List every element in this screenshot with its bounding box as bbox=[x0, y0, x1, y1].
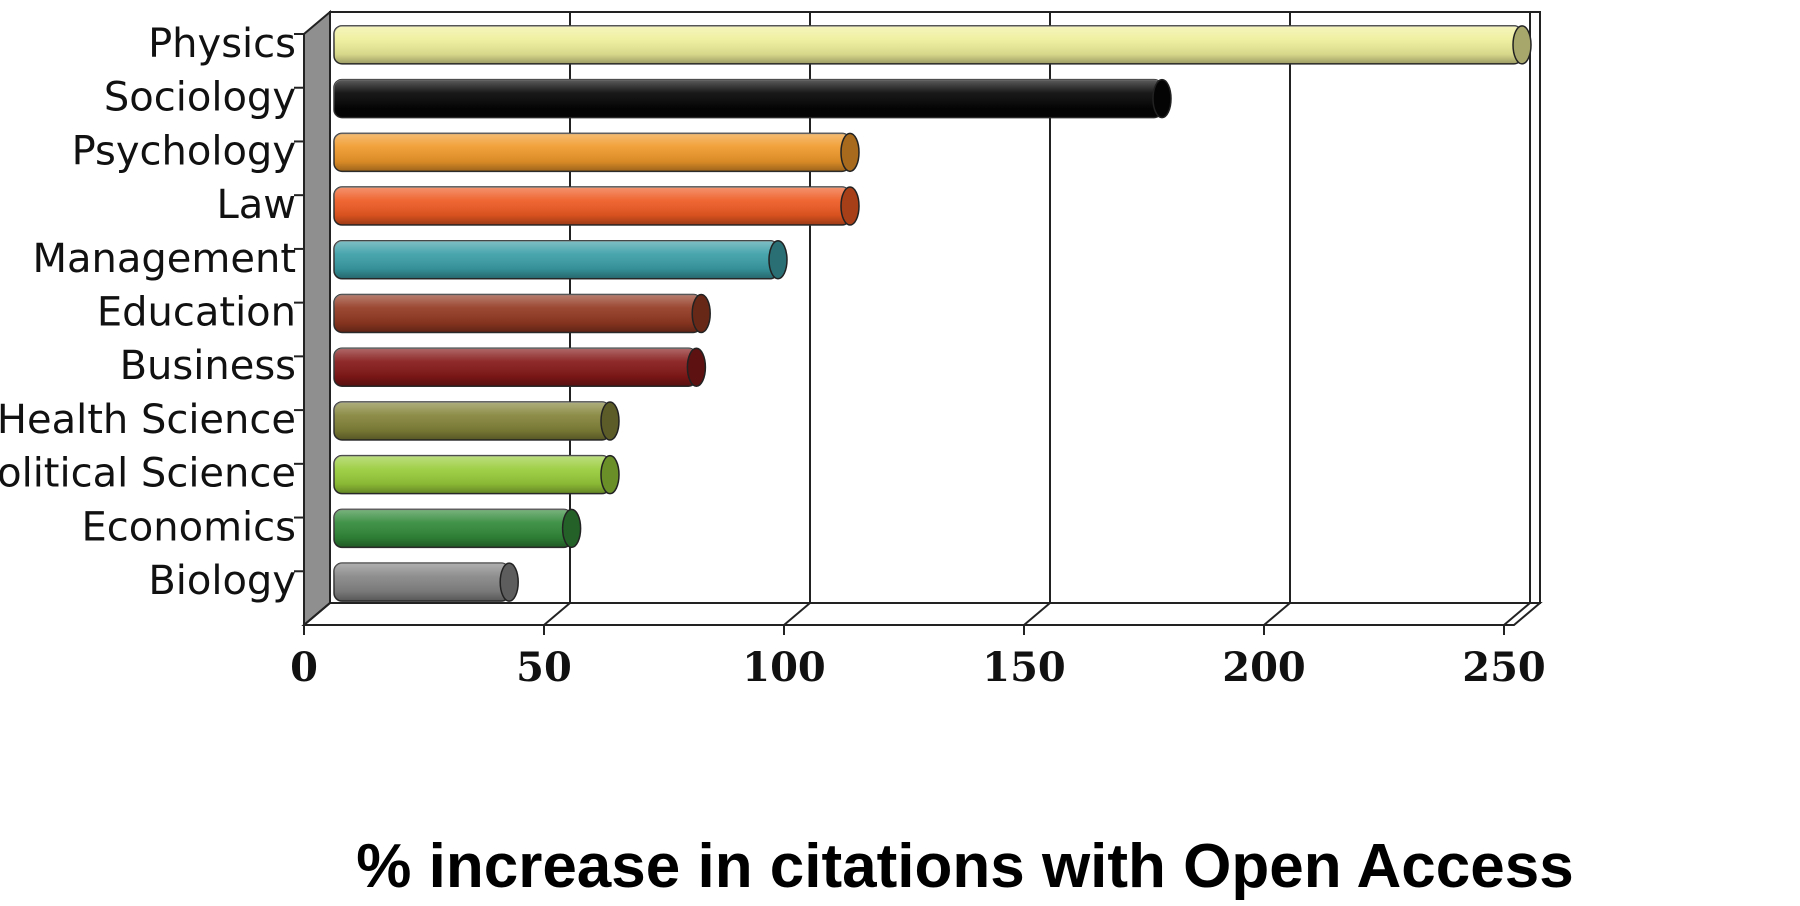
left-wall bbox=[303, 9, 331, 628]
bar-health-science bbox=[333, 401, 620, 441]
x-tick-label: 250 bbox=[1462, 644, 1546, 691]
bar-shading bbox=[334, 563, 510, 602]
bar-economics bbox=[333, 508, 582, 549]
gridline-floor bbox=[1503, 602, 1531, 626]
bar-psychology bbox=[333, 132, 860, 173]
bar-end-cap bbox=[840, 132, 860, 173]
x-tick-label: 100 bbox=[742, 644, 826, 691]
bar-sociology bbox=[333, 78, 1172, 119]
bar-end-cap bbox=[686, 347, 707, 387]
category-label: Psychology bbox=[72, 128, 296, 174]
bar-end-cap bbox=[691, 293, 711, 334]
category-label: Sociology bbox=[104, 75, 296, 121]
bar-end-cap bbox=[561, 508, 582, 549]
gridline-floor bbox=[543, 602, 571, 626]
category-label: Economics bbox=[82, 504, 296, 550]
bar-shading bbox=[334, 294, 702, 333]
category-label: Health Science bbox=[0, 397, 296, 443]
gridline-floor bbox=[1263, 602, 1291, 626]
x-tick-label: 200 bbox=[1222, 644, 1306, 691]
bar-end-cap bbox=[600, 454, 620, 495]
x-tick-label: 50 bbox=[516, 644, 572, 691]
bar-shading bbox=[334, 455, 610, 494]
bar-end-cap bbox=[600, 401, 620, 441]
bar-law bbox=[333, 186, 860, 226]
gridline-floor bbox=[783, 602, 811, 626]
bar-shading bbox=[334, 25, 1522, 64]
bar-shading bbox=[334, 240, 778, 279]
bar-shading bbox=[334, 509, 572, 548]
category-labels: Physics Sociology Psychology Law Management E… bbox=[0, 21, 296, 604]
bars bbox=[333, 25, 1532, 602]
bar-management bbox=[333, 240, 788, 280]
floor bbox=[301, 602, 1543, 626]
bar-physics bbox=[333, 25, 1532, 65]
category-label: Law bbox=[216, 182, 296, 228]
bar-shading bbox=[334, 187, 850, 226]
bar-shading bbox=[334, 401, 610, 440]
bar-end-cap bbox=[1152, 78, 1172, 119]
bar-political-science bbox=[333, 454, 620, 495]
category-label: Biology bbox=[148, 558, 296, 604]
gridline-floor bbox=[303, 602, 331, 626]
bar-end-cap bbox=[1512, 25, 1532, 65]
category-label: Management bbox=[33, 236, 297, 282]
bar-biology bbox=[333, 562, 519, 602]
bar-end-cap bbox=[499, 562, 519, 602]
bar-business bbox=[333, 347, 707, 387]
bar-end-cap bbox=[840, 186, 860, 226]
bar-education bbox=[333, 293, 711, 334]
category-label: Physics bbox=[148, 21, 296, 67]
bar-shading bbox=[334, 348, 697, 387]
x-tick-labels: 0 50 100 150 200 250 bbox=[290, 644, 1546, 691]
x-tick-label: 150 bbox=[982, 644, 1066, 691]
x-tick-label: 0 bbox=[290, 644, 318, 691]
category-label: Business bbox=[120, 343, 296, 389]
bar-end-cap bbox=[768, 240, 788, 280]
x-axis-title: % increase in citations with Open Access bbox=[356, 832, 1573, 901]
category-label: Political Science bbox=[0, 451, 296, 497]
bar-shading bbox=[334, 133, 850, 172]
category-label: Education bbox=[97, 290, 296, 336]
gridline-floor bbox=[1023, 602, 1051, 626]
bar-shading bbox=[334, 79, 1162, 118]
